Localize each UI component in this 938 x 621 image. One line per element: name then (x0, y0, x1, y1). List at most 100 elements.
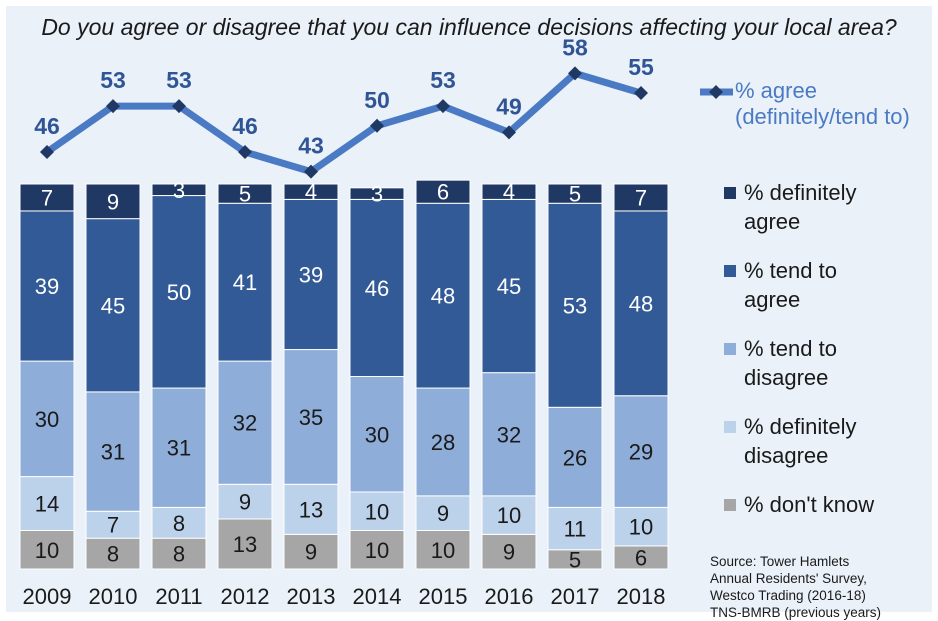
legend-label-line-1: % definitely (744, 414, 857, 439)
data-label: 3 (371, 182, 383, 207)
bar-segment (85, 510, 141, 539)
line-data-label: 58 (562, 34, 588, 60)
data-label: 7 (635, 185, 647, 210)
data-label: 10 (365, 538, 389, 563)
source-line-2: Annual Residents' Survey, (710, 571, 867, 586)
legend-swatch (724, 343, 736, 355)
legend-label-line-1: % tend to (744, 258, 837, 283)
bar-segment (481, 533, 537, 570)
line-data-label: 53 (430, 67, 456, 93)
data-label: 7 (107, 513, 119, 538)
data-label: 9 (305, 540, 317, 565)
legend-item-label: % tend to agree (744, 256, 924, 314)
line-data-label: 53 (166, 67, 192, 93)
chart-title: Do you agree or disagree that you can in… (41, 14, 897, 40)
data-label: 46 (365, 276, 389, 301)
data-label: 30 (35, 407, 59, 432)
bar-segment (217, 483, 273, 520)
bar-segment (613, 210, 669, 397)
legend-line-diamond (709, 85, 723, 99)
data-label: 5 (239, 182, 251, 207)
data-label: 4 (305, 180, 317, 205)
data-label: 48 (629, 291, 653, 316)
data-label: 28 (431, 430, 455, 455)
bar-segment (151, 183, 207, 197)
data-label: 29 (629, 440, 653, 465)
data-label: 5 (569, 547, 581, 572)
data-label: 6 (635, 545, 647, 570)
data-label: 11 (564, 517, 587, 542)
bar-segment (151, 387, 207, 508)
bar-segment (613, 183, 669, 212)
data-label: 48 (431, 284, 455, 309)
data-label: 8 (173, 542, 185, 567)
data-label: 8 (173, 511, 185, 536)
legend-label-line-2: disagree (744, 443, 829, 468)
data-label: 31 (101, 440, 125, 465)
bar-segment (151, 506, 207, 539)
legend-line-label-2: (definitely/tend to) (735, 104, 910, 129)
line-data-label: 43 (298, 133, 324, 159)
bar-segment (481, 198, 537, 374)
data-label: 8 (107, 542, 119, 567)
source-line-4: TNS-BMRB (previous years) (710, 605, 882, 620)
data-label: 6 (437, 180, 449, 205)
data-label: 32 (233, 411, 257, 436)
data-label: 26 (563, 445, 587, 470)
data-label: 30 (365, 422, 389, 447)
x-tick-label: 2017 (551, 584, 600, 609)
bar-segment (217, 202, 273, 362)
bar-segment (217, 360, 273, 485)
data-label: 39 (35, 274, 59, 299)
bar-segment (415, 202, 471, 389)
legend-swatch (724, 499, 736, 511)
bar-segment (481, 495, 537, 535)
bar-segment (283, 349, 339, 485)
legend-item-label: % definitely disagree (744, 412, 924, 470)
data-label: 9 (107, 189, 119, 214)
x-tick-label: 2018 (617, 584, 666, 609)
data-label: 3 (173, 178, 185, 203)
bar-segment (85, 537, 141, 570)
legend-label-line-1: % definitely (744, 180, 857, 205)
legend-label-line-2: disagree (744, 365, 829, 390)
line-data-label: 46 (34, 113, 60, 139)
bar-segment (283, 183, 339, 200)
bar-segment (349, 187, 405, 200)
data-label: 5 (569, 182, 581, 207)
bar-segment (217, 518, 273, 570)
line-data-label: 50 (364, 87, 390, 113)
line-data-label: 53 (100, 67, 126, 93)
bar-segment (349, 198, 405, 377)
bar-segment (349, 530, 405, 570)
legend-line-label-1: % agree (735, 78, 817, 103)
legend-swatch (724, 187, 736, 199)
bar-segment (85, 218, 141, 393)
legend-item-label: % tend to disagree (744, 334, 924, 392)
data-label: 9 (437, 501, 449, 526)
line-point (304, 164, 318, 179)
legend-label-line-1: % don't know (744, 492, 875, 517)
x-tick-label: 2015 (419, 584, 468, 609)
data-label: 4 (503, 180, 515, 205)
legend-item-label: % definitely agree (744, 178, 924, 236)
bar-segment (349, 376, 405, 493)
line-data-label: 55 (628, 54, 654, 80)
bar-segment (415, 495, 471, 532)
x-tick-label: 2014 (353, 584, 402, 609)
bar-segment (283, 198, 339, 351)
data-label: 7 (41, 185, 53, 210)
agree-line (45, 69, 642, 176)
line-point (238, 145, 252, 159)
data-label: 31 (167, 436, 191, 461)
data-label: 39 (299, 262, 323, 287)
bar-segment (415, 530, 471, 570)
bar-segment (19, 183, 75, 212)
data-label: 13 (299, 497, 323, 522)
x-tick-label: 2010 (89, 584, 138, 609)
line-point (502, 125, 516, 140)
legend-label-line-1: % tend to (744, 336, 837, 361)
line-point (40, 145, 54, 159)
bar-segment (217, 183, 273, 204)
